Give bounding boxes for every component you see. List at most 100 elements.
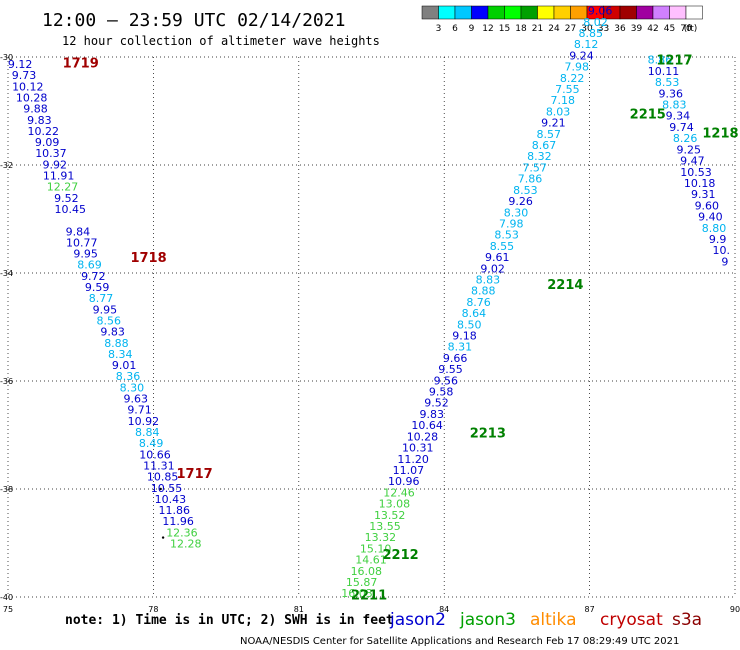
satellite-legend: jason2 jason3 altika cryosat s3a (389, 610, 702, 630)
wave-height-label: 12.28 (170, 538, 202, 551)
wave-height-label: 7.55 (555, 83, 580, 96)
colorbar-swatch (504, 5, 522, 20)
colorbar-swatch (619, 5, 637, 20)
wave-height-label: 8.34 (108, 348, 133, 361)
colorbar-swatch (520, 5, 538, 20)
wave-height-label: 8.85 (579, 27, 604, 40)
wave-height-label: 9.92 (43, 158, 68, 171)
footer-credit: NOAA/NESDIS Center for Satellite Applica… (240, 636, 679, 647)
wave-height-label: 8.83 (662, 99, 687, 112)
wave-height-label: 9.60 (695, 199, 720, 212)
wave-height-label: 8.84 (135, 426, 160, 439)
wave-height-label: 9.40 (698, 211, 723, 224)
y-tick-label: -32 (0, 161, 13, 170)
wave-height-label: 8.22 (560, 72, 585, 85)
colorbar-label: 70 (680, 24, 692, 34)
x-tick-label: 81 (294, 605, 304, 614)
wave-height-label: 9.84 (66, 225, 91, 238)
colorbar-label: 27 (565, 24, 576, 34)
wave-height-label: 8.32 (527, 150, 552, 163)
wave-height-label: 8.53 (655, 76, 680, 89)
wave-height-label: 8.03 (546, 105, 571, 118)
pass-label: 1717 (177, 467, 213, 482)
wave-height-label: 8.26 (673, 132, 698, 145)
wave-height-label: 11.31 (143, 459, 175, 472)
wave-height-label: 9.95 (93, 303, 118, 316)
wave-height-label: 10.43 (155, 493, 187, 506)
wave-height-label: 9.36 (658, 87, 683, 100)
wave-height-label: 9.01 (112, 359, 137, 372)
wave-height-label: 9.24 (569, 49, 594, 62)
pass-label: 2213 (470, 426, 506, 441)
wave-height-label: 13.55 (369, 520, 401, 533)
wave-height-label: 8.50 (457, 318, 482, 331)
colorbar-swatch (685, 5, 703, 20)
wave-height-label: 10.53 (680, 166, 712, 179)
wave-height-label: 8.77 (89, 292, 114, 305)
wave-height-label: 10.37 (35, 147, 67, 160)
wave-height-label: 10.45 (54, 203, 86, 216)
wave-height-label: 9.88 (23, 103, 48, 116)
wave-height-label: 12.46 (383, 486, 415, 499)
wave-height-label: 8.56 (96, 314, 121, 327)
wave-height-label: 9.21 (541, 117, 566, 130)
wave-height-label: 9.73 (12, 69, 37, 82)
colorbar-label: 39 (631, 24, 643, 34)
wave-height-label: 9.71 (127, 404, 152, 417)
colorbar-swatch (652, 5, 670, 20)
y-tick-label: -38 (0, 485, 13, 494)
colorbar-label: 45 (664, 24, 675, 34)
wave-height-label: 10.55 (151, 482, 183, 495)
wave-height-label: 9.59 (85, 281, 110, 294)
wave-height-label: 9.83 (420, 408, 445, 421)
x-tick-label: 87 (585, 605, 595, 614)
legend-altika: altika (530, 610, 577, 630)
track-dot (159, 487, 162, 491)
wave-height-label: 10.85 (147, 471, 179, 484)
wave-height-label: 7.57 (522, 161, 547, 174)
wave-height-label: 9.25 (677, 143, 702, 156)
wave-height-label: 8.88 (104, 337, 129, 350)
colorbar-label: 42 (647, 24, 658, 34)
colorbar-unit: (ft) (684, 24, 698, 34)
wave-height-label: 7.98 (499, 217, 524, 230)
wave-height-label: 15.10 (360, 542, 392, 555)
colorbar-label: 15 (499, 24, 510, 34)
colorbar-label: 36 (614, 24, 626, 34)
colorbar-label: 30 (581, 24, 593, 34)
wave-height-label: 12.36 (166, 526, 198, 539)
colorbar-swatch (636, 5, 654, 20)
wave-height-label: 9.83 (27, 114, 52, 127)
x-tick-label: 84 (439, 605, 449, 614)
wave-height-label: 8.57 (536, 128, 561, 141)
wave-height-label: 15.87 (346, 576, 378, 589)
wave-height-label: 8.30 (120, 381, 145, 394)
wave-height-label: 9.47 (680, 155, 705, 168)
wave-height-label: 10.96 (388, 475, 420, 488)
colorbar-label: 9 (469, 24, 475, 34)
wave-height-label: 9.52 (54, 192, 79, 205)
wave-height-label: 8.67 (532, 139, 557, 152)
wave-height-label: 11.07 (393, 464, 425, 477)
legend-cryosat: cryosat (600, 610, 663, 630)
wave-height-label: 10.77 (66, 236, 98, 249)
wave-height-label: 10.28 (407, 430, 439, 443)
y-tick-label: -36 (0, 377, 13, 386)
x-tick-label: 75 (3, 605, 13, 614)
legend-jason2: jason2 (389, 610, 446, 630)
wave-height-label: 13.08 (379, 498, 411, 511)
wave-height-label: 7.18 (550, 94, 575, 107)
wave-height-label: 11.91 (43, 170, 75, 183)
wave-height-label: 16.08 (351, 565, 383, 578)
x-tick-label: 78 (148, 605, 158, 614)
wave-height-label: 8.83 (476, 273, 501, 286)
colorbar-swatch (537, 5, 555, 20)
wave-height-label: 9.06 (588, 5, 613, 18)
pass-label: 2212 (382, 548, 418, 563)
wave-height-label: 8.86 (648, 54, 673, 67)
wave-height-label: 11.86 (158, 504, 190, 517)
data-points: 9.129.7310.1210.289.889.8310.229.0910.37… (8, 5, 730, 601)
pass-label: 2211 (351, 588, 387, 603)
y-tick-label: -40 (0, 593, 13, 602)
